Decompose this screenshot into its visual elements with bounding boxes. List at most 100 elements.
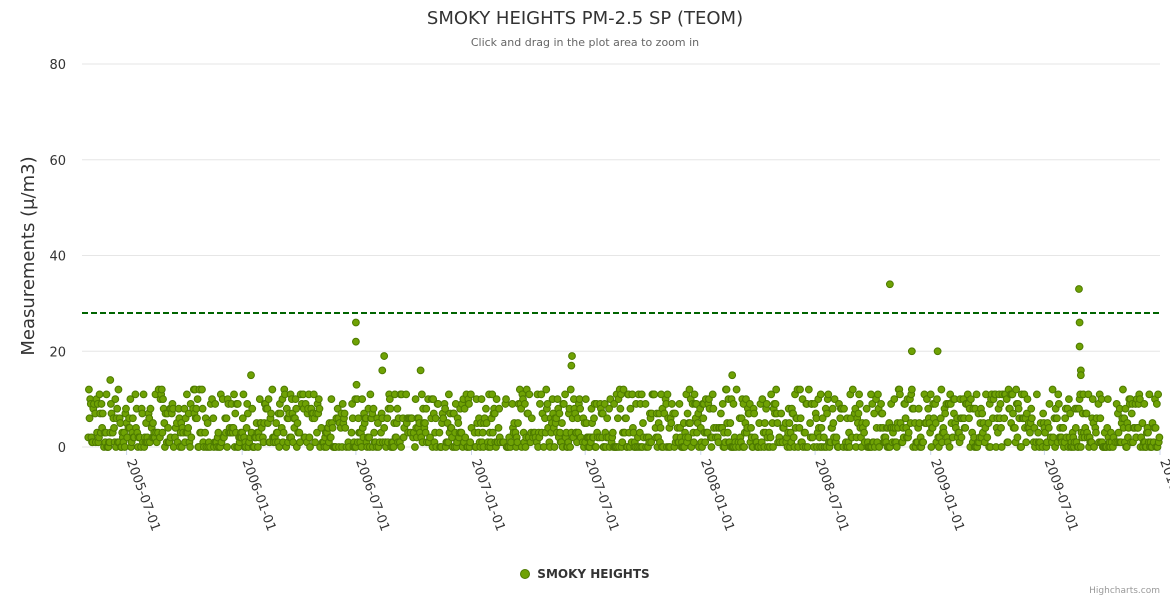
data-point[interactable] bbox=[1082, 409, 1091, 418]
data-point[interactable] bbox=[543, 400, 552, 408]
data-point[interactable] bbox=[823, 409, 831, 418]
data-point[interactable] bbox=[393, 404, 402, 413]
data-point[interactable] bbox=[527, 414, 536, 423]
data-point[interactable] bbox=[641, 400, 650, 408]
data-point[interactable] bbox=[829, 419, 838, 427]
data-point[interactable] bbox=[957, 433, 966, 442]
data-point[interactable] bbox=[936, 414, 945, 423]
data-point[interactable] bbox=[556, 428, 564, 437]
data-point[interactable] bbox=[537, 390, 546, 399]
data-point[interactable] bbox=[421, 428, 430, 437]
data-point[interactable] bbox=[561, 390, 569, 399]
data-point[interactable] bbox=[97, 400, 106, 408]
data-point[interactable] bbox=[723, 428, 732, 437]
data-point[interactable] bbox=[508, 400, 517, 408]
data-point[interactable] bbox=[709, 404, 718, 413]
data-point-peak[interactable] bbox=[885, 280, 894, 289]
data-point[interactable] bbox=[832, 433, 841, 442]
data-point[interactable] bbox=[663, 390, 672, 399]
data-point[interactable] bbox=[566, 385, 575, 394]
data-point[interactable] bbox=[159, 395, 167, 404]
data-point[interactable] bbox=[919, 438, 928, 447]
data-point[interactable] bbox=[478, 428, 487, 437]
data-point[interactable] bbox=[120, 443, 129, 451]
data-point-peak[interactable] bbox=[416, 366, 425, 375]
data-point[interactable] bbox=[870, 409, 879, 418]
data-point[interactable] bbox=[373, 419, 382, 427]
data-point[interactable] bbox=[243, 409, 252, 418]
data-point[interactable] bbox=[131, 390, 140, 399]
data-point[interactable] bbox=[862, 404, 871, 413]
data-point[interactable] bbox=[941, 409, 950, 418]
data-point[interactable] bbox=[1119, 385, 1127, 394]
data-point[interactable] bbox=[967, 395, 975, 404]
data-point[interactable] bbox=[758, 395, 767, 404]
data-point[interactable] bbox=[264, 395, 273, 404]
data-point[interactable] bbox=[102, 390, 111, 399]
data-point[interactable] bbox=[796, 385, 804, 394]
data-point[interactable] bbox=[411, 443, 419, 451]
data-point[interactable] bbox=[340, 409, 349, 418]
data-point[interactable] bbox=[650, 390, 659, 399]
data-point[interactable] bbox=[978, 409, 987, 418]
data-point[interactable] bbox=[193, 395, 202, 404]
data-point[interactable] bbox=[1000, 414, 1009, 423]
data-point[interactable] bbox=[482, 419, 491, 427]
data-point[interactable] bbox=[558, 419, 566, 427]
data-point-peak[interactable] bbox=[247, 371, 255, 380]
data-point[interactable] bbox=[1152, 400, 1161, 408]
data-point[interactable] bbox=[690, 390, 699, 399]
data-point[interactable] bbox=[146, 404, 155, 413]
data-point[interactable] bbox=[211, 400, 220, 408]
data-point[interactable] bbox=[402, 390, 411, 399]
data-point[interactable] bbox=[972, 390, 981, 399]
data-point[interactable] bbox=[495, 404, 504, 413]
data-point[interactable] bbox=[214, 428, 223, 437]
data-point[interactable] bbox=[933, 395, 941, 404]
data-point-peak[interactable] bbox=[728, 371, 737, 380]
data-point[interactable] bbox=[1017, 443, 1026, 451]
data-point[interactable] bbox=[272, 419, 281, 427]
data-point[interactable] bbox=[639, 419, 647, 427]
data-point[interactable] bbox=[465, 400, 473, 408]
data-point[interactable] bbox=[667, 400, 676, 408]
data-point[interactable] bbox=[984, 419, 993, 427]
data-point[interactable] bbox=[1053, 414, 1061, 423]
data-point[interactable] bbox=[997, 423, 1005, 432]
data-point[interactable] bbox=[773, 419, 782, 427]
data-point[interactable] bbox=[1010, 423, 1019, 432]
legend-item-smoky-heights[interactable]: SMOKY HEIGHTS bbox=[520, 567, 650, 581]
series-points[interactable] bbox=[84, 280, 1164, 451]
data-point[interactable] bbox=[647, 438, 656, 447]
credits-link[interactable]: Highcharts.com bbox=[1089, 586, 1160, 596]
data-point[interactable] bbox=[223, 443, 232, 451]
data-point-peak[interactable] bbox=[933, 347, 942, 356]
data-point[interactable] bbox=[305, 433, 314, 442]
data-point[interactable] bbox=[293, 419, 302, 427]
data-point[interactable] bbox=[114, 385, 123, 394]
data-point[interactable] bbox=[192, 404, 201, 413]
data-point[interactable] bbox=[255, 395, 264, 404]
data-point[interactable] bbox=[230, 390, 238, 399]
data-point[interactable] bbox=[1034, 428, 1043, 437]
data-point[interactable] bbox=[380, 423, 389, 432]
data-point[interactable] bbox=[184, 423, 193, 432]
data-point[interactable] bbox=[366, 390, 375, 399]
data-point[interactable] bbox=[1154, 390, 1163, 399]
data-point[interactable] bbox=[1065, 395, 1073, 404]
data-point-peak[interactable] bbox=[351, 318, 360, 327]
data-point[interactable] bbox=[193, 414, 201, 423]
data-point[interactable] bbox=[328, 423, 337, 432]
data-point[interactable] bbox=[385, 395, 394, 404]
data-point[interactable] bbox=[937, 385, 946, 394]
data-point[interactable] bbox=[1151, 423, 1160, 432]
data-point[interactable] bbox=[1121, 404, 1130, 413]
data-point[interactable] bbox=[996, 400, 1005, 408]
data-point[interactable] bbox=[231, 409, 240, 418]
data-point[interactable] bbox=[610, 400, 618, 408]
data-point[interactable] bbox=[1054, 400, 1063, 408]
data-point[interactable] bbox=[760, 419, 769, 427]
data-point[interactable] bbox=[828, 404, 837, 413]
data-point[interactable] bbox=[201, 428, 210, 437]
data-point[interactable] bbox=[111, 395, 120, 404]
